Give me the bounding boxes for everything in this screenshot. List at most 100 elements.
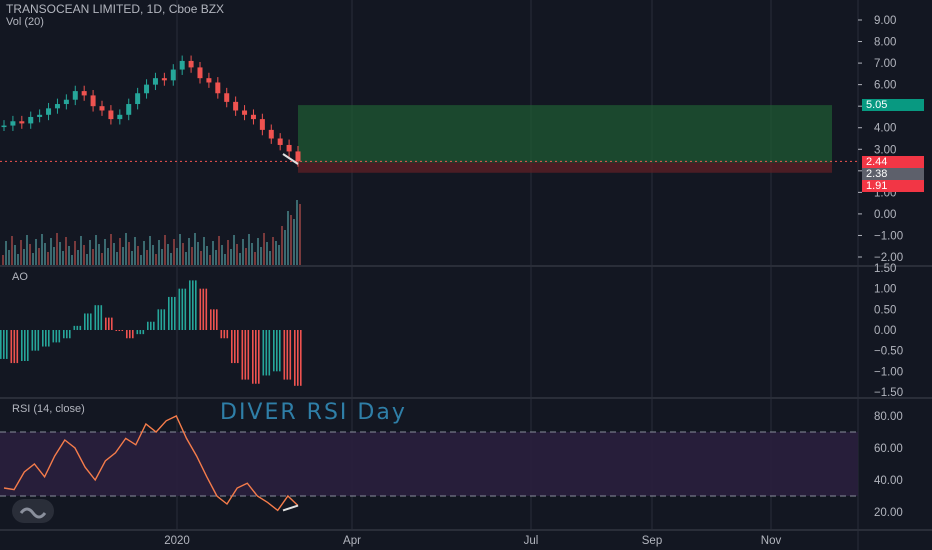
ao-bar (178, 288, 181, 330)
volume-bar (224, 254, 226, 265)
ao-bar (24, 330, 26, 361)
volume-bar (167, 244, 169, 265)
ao-bar (160, 309, 163, 330)
ao-bar (139, 330, 142, 335)
volume-bar (38, 248, 40, 265)
volume-bar (131, 251, 133, 265)
volume-bar (8, 250, 10, 265)
volume-bar (86, 254, 88, 265)
volume-bar (269, 251, 271, 265)
volume-bar (164, 235, 166, 265)
symbol-title[interactable]: TRANSOCEAN LIMITED, 1D, Cboe BZX (6, 2, 225, 16)
ao-bar (10, 330, 13, 364)
volume-bar (239, 253, 241, 265)
ao-tick-label: 0.50 (874, 304, 896, 316)
x-axis-label: Nov (761, 535, 782, 547)
volume-bar (206, 246, 208, 265)
ao-bar (66, 330, 68, 339)
volume-bar (23, 249, 25, 265)
volume-bar (149, 236, 151, 265)
price-tick-label: −2.00 (874, 252, 903, 264)
volume-bar (35, 239, 37, 265)
price-tick-label: 3.00 (874, 144, 896, 156)
ao-bar (48, 330, 50, 347)
volume-bar (41, 234, 43, 265)
volume-bar (2, 255, 4, 265)
volume-bar (161, 249, 163, 265)
ao-label[interactable]: AO (12, 271, 28, 283)
x-axis-label: Jul (524, 535, 539, 547)
ao-bar (129, 330, 131, 339)
ao-bar (202, 288, 205, 330)
volume-label[interactable]: Vol (20) (6, 16, 44, 28)
volume-bar (254, 252, 256, 265)
ao-bar (247, 330, 250, 380)
volume-bar (194, 233, 196, 265)
volume-bar (95, 235, 97, 265)
price-candle (152, 78, 158, 85)
ao-tick-label: 1.50 (874, 263, 896, 275)
ao-bar (157, 309, 160, 330)
rsi-label[interactable]: RSI (14, close) (12, 403, 85, 415)
volume-bar (272, 237, 274, 265)
volume-bar (200, 251, 202, 265)
ao-bar (0, 330, 2, 359)
price-candle (250, 114, 256, 120)
volume-bar (218, 236, 220, 265)
volume-bar (170, 253, 172, 265)
ao-bar (6, 330, 8, 359)
entry-price-tag: 2.38 (862, 168, 924, 180)
ao-tick-label: 1.00 (874, 284, 896, 296)
volume-bar (296, 200, 298, 265)
ao-bar (21, 330, 23, 361)
ao-bar (150, 321, 152, 330)
ao-tick-label: 0.00 (874, 325, 896, 337)
price-candle (1, 125, 7, 128)
volume-bar (146, 250, 148, 265)
price-tick-label: −1.00 (874, 230, 903, 242)
ao-bar (16, 330, 19, 364)
ao-bar (136, 330, 139, 335)
volume-bar (287, 211, 289, 265)
price-candle (54, 104, 60, 109)
ao-bar (205, 288, 208, 330)
volume-bar (17, 254, 19, 265)
volume-bar (128, 242, 130, 265)
volume-bar (221, 245, 223, 265)
tradingview-logo-icon[interactable] (12, 499, 54, 523)
x-axis-label: Sep (642, 535, 662, 547)
ao-bar (3, 330, 5, 359)
price-candle (215, 82, 221, 94)
volume-bar (113, 243, 115, 265)
ao-bar (171, 296, 173, 330)
volume-bar (101, 253, 103, 265)
volume-bar (5, 241, 7, 265)
volume-bar (143, 241, 145, 265)
volume-bar (227, 240, 229, 265)
ao-bar (289, 330, 292, 380)
ao-bar (45, 330, 47, 347)
volume-bar (197, 242, 199, 265)
volume-bar (266, 242, 268, 265)
volume-bar (263, 233, 265, 265)
price-candle (63, 99, 69, 105)
rsi-tick-label: 40.00 (874, 475, 903, 487)
volume-bar (83, 245, 85, 265)
price-tick-label: 8.00 (874, 37, 896, 49)
ao-bar (142, 330, 145, 335)
price-candle (242, 110, 248, 115)
ao-bar (84, 313, 86, 330)
volume-bar (188, 238, 190, 265)
ao-bar (73, 325, 76, 330)
stop-price-tag: 1.91 (862, 180, 924, 192)
price-candle (46, 108, 52, 115)
volume-bar (173, 239, 175, 265)
volume-bar (65, 237, 67, 265)
ao-bar (244, 330, 247, 380)
ao-bar (195, 280, 197, 330)
volume-bar (122, 247, 124, 265)
volume-bar (50, 238, 52, 265)
ao-tick-label: −0.50 (874, 346, 903, 358)
price-candle (126, 104, 132, 115)
